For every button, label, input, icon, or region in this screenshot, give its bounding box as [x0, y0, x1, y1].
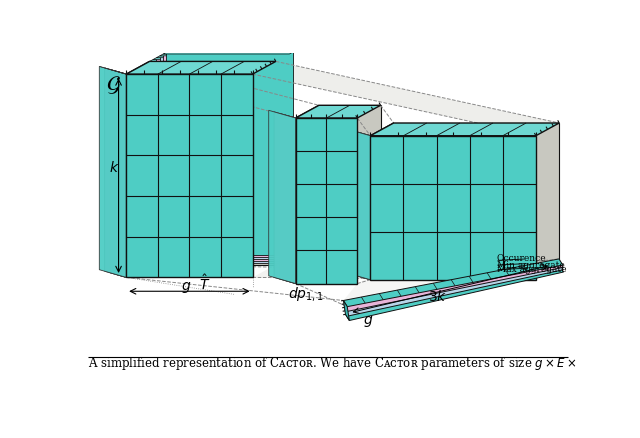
- Polygon shape: [163, 54, 289, 257]
- Polygon shape: [156, 56, 286, 58]
- Polygon shape: [166, 52, 292, 255]
- Polygon shape: [360, 133, 371, 280]
- Polygon shape: [285, 115, 296, 283]
- Polygon shape: [319, 105, 381, 271]
- Polygon shape: [365, 134, 371, 280]
- Polygon shape: [296, 118, 357, 283]
- Polygon shape: [160, 54, 289, 56]
- Polygon shape: [354, 131, 371, 280]
- Polygon shape: [156, 58, 283, 261]
- Polygon shape: [344, 261, 563, 311]
- Polygon shape: [274, 112, 296, 283]
- Text: $\hat{T}$: $\hat{T}$: [199, 273, 211, 293]
- Polygon shape: [280, 113, 296, 283]
- Text: $k$: $k$: [109, 160, 120, 175]
- Polygon shape: [115, 71, 126, 277]
- Text: $g$: $g$: [363, 314, 373, 328]
- Text: Max aggregate: Max aggregate: [497, 265, 566, 274]
- Text: Min aggregate: Min aggregate: [497, 261, 564, 269]
- Text: $\mathcal{G}$: $\mathcal{G}$: [106, 74, 121, 96]
- Polygon shape: [371, 136, 536, 280]
- Polygon shape: [110, 70, 126, 277]
- Polygon shape: [346, 266, 564, 321]
- Polygon shape: [163, 52, 292, 54]
- Polygon shape: [150, 61, 276, 265]
- Text: A simplified representation of Cᴀᴄᴛᴏʀ. We have Cᴀᴄᴛᴏʀ parameters of size $g \tim: A simplified representation of Cᴀᴄᴛᴏʀ. W…: [88, 355, 577, 372]
- Polygon shape: [349, 130, 371, 280]
- Polygon shape: [160, 56, 286, 259]
- Polygon shape: [269, 110, 296, 283]
- Polygon shape: [345, 264, 563, 316]
- Polygon shape: [344, 128, 371, 280]
- Polygon shape: [344, 271, 560, 300]
- Polygon shape: [253, 61, 559, 136]
- Polygon shape: [291, 117, 296, 283]
- Polygon shape: [344, 300, 349, 321]
- Polygon shape: [153, 60, 279, 263]
- Polygon shape: [105, 68, 126, 277]
- Text: $3k$: $3k$: [428, 289, 447, 304]
- Polygon shape: [126, 61, 276, 74]
- Polygon shape: [371, 123, 394, 280]
- Polygon shape: [126, 61, 150, 277]
- Polygon shape: [99, 67, 126, 277]
- Text: $g$: $g$: [181, 280, 191, 295]
- Polygon shape: [121, 73, 126, 277]
- Polygon shape: [296, 105, 319, 283]
- Polygon shape: [150, 60, 279, 61]
- Polygon shape: [253, 265, 559, 280]
- Polygon shape: [126, 74, 253, 277]
- Polygon shape: [344, 259, 563, 307]
- Text: Occurence: Occurence: [497, 254, 547, 263]
- Polygon shape: [371, 123, 559, 136]
- Text: $dp_{1,1}$: $dp_{1,1}$: [288, 285, 324, 303]
- Polygon shape: [153, 58, 283, 60]
- Polygon shape: [296, 105, 381, 118]
- Polygon shape: [394, 123, 559, 267]
